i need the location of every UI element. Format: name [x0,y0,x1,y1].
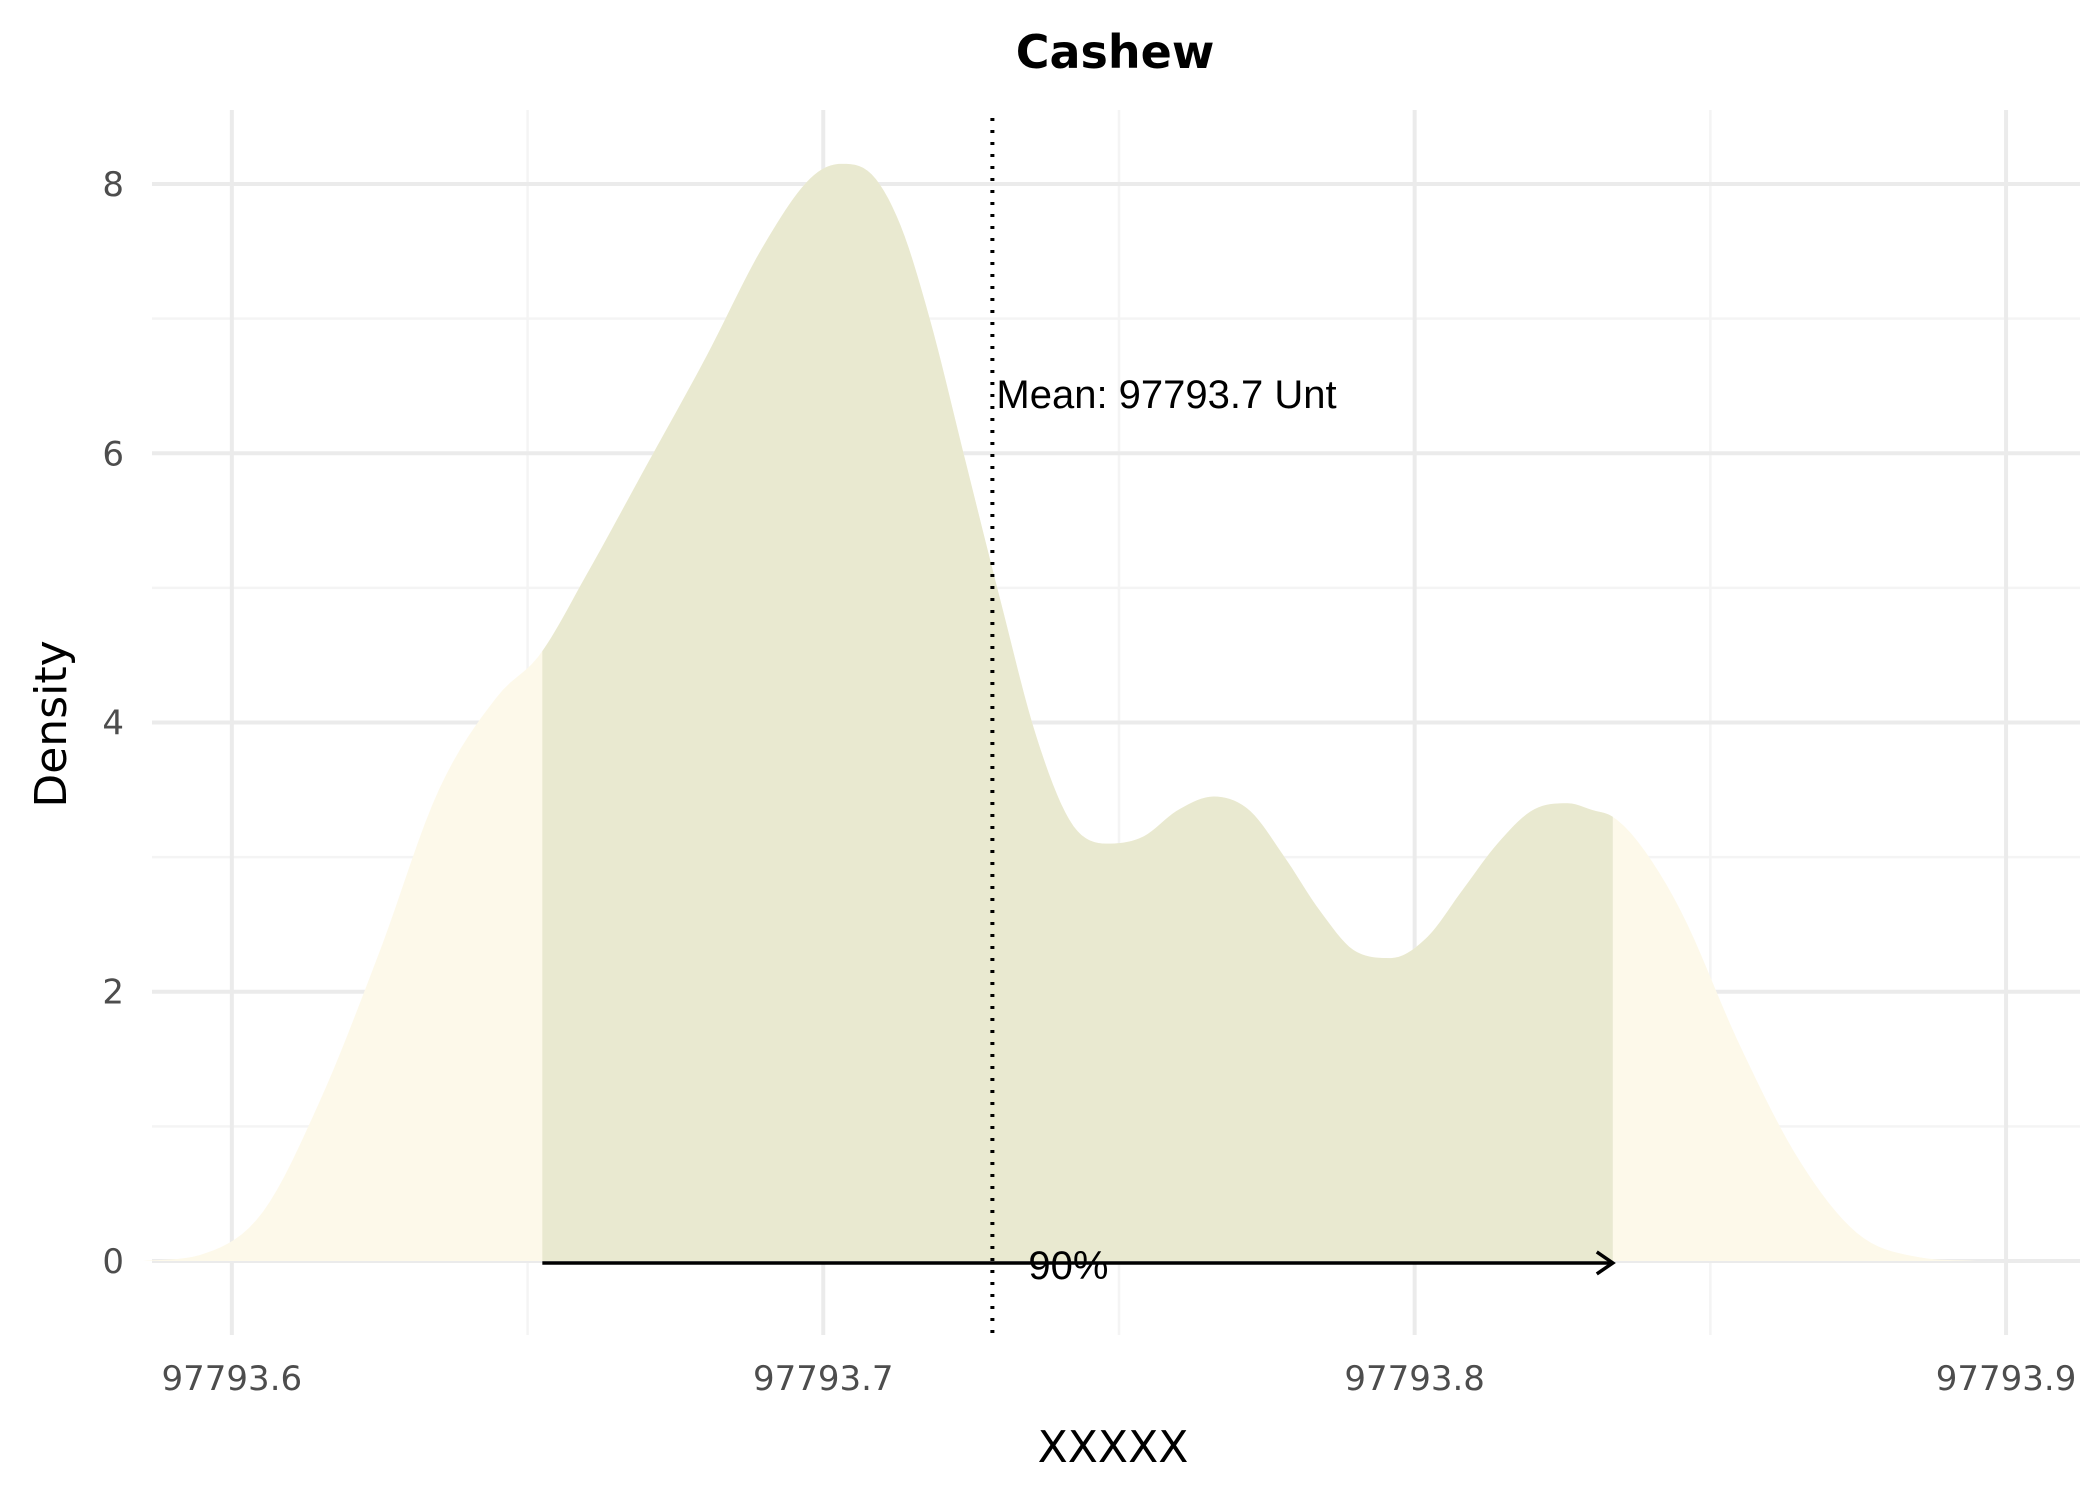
density-interval-area [542,163,1613,1261]
x-tick-label: 97793.8 [1344,1359,1485,1399]
interval-label: 90% [1028,1244,1108,1288]
x-tick-label: 97793.7 [753,1359,894,1399]
x-tick-label: 97793.6 [162,1359,303,1399]
x-tick-labels: 97793.6 97793.7 97793.8 97793.9 [162,1359,2077,1399]
y-tick-label: 4 [102,704,124,744]
y-tick-labels: 0 2 4 6 8 [102,165,124,1282]
chart-title: Cashew [1016,25,1215,79]
y-tick-label: 2 [102,973,124,1013]
y-axis-title: Density [26,640,77,807]
mean-label: Mean: 97793.7 Unt [996,373,1336,417]
y-tick-label: 0 [102,1242,124,1282]
y-tick-label: 8 [102,165,124,205]
interval-arrow-head [1595,1250,1616,1276]
x-tick-label: 97793.9 [1936,1359,2077,1399]
interval-arrow [542,1250,1616,1276]
y-tick-label: 6 [102,434,124,474]
x-axis-title: XXXXX [1038,1422,1189,1473]
